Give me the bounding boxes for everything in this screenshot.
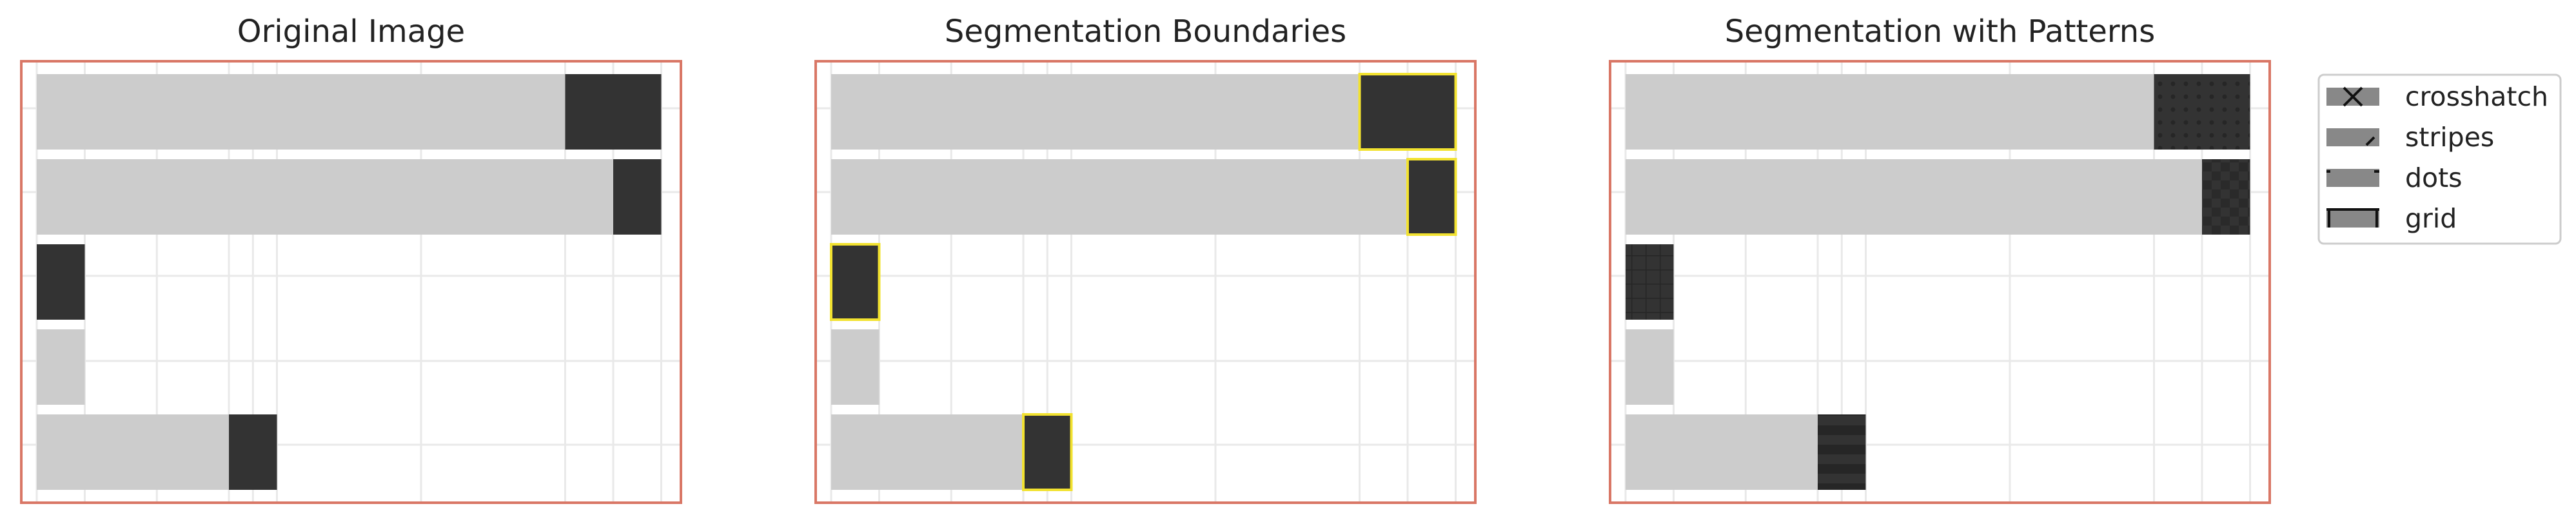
panel-title: Original Image [237,14,465,50]
panel-title: Segmentation with Patterns [1725,14,2155,50]
bar-light [831,74,1360,150]
legend-label: grid [2405,203,2457,234]
legend-label: dots [2405,162,2463,193]
panel-2: Segmentation Boundaries [814,14,1477,504]
bar-light [1626,329,1674,405]
bar-light [37,159,613,235]
bar-light [831,159,1408,235]
panel-3: Segmentation with Patterns [1609,14,2271,504]
bar-dark [229,414,277,490]
bar-dark [1406,158,1457,236]
bar-dark [1358,73,1457,151]
panel-frame [1609,60,2271,504]
bar-dark [1626,244,1674,320]
legend-swatch-dots [2326,169,2379,187]
panel-frame [20,60,682,504]
legend: crosshatch stripes dots grid [2317,73,2562,245]
bar-dark [565,74,662,150]
panel-title: Segmentation Boundaries [945,14,1346,50]
legend-label: crosshatch [2405,81,2548,112]
bar-dark [830,243,881,321]
legend-swatch-crosshatch [2326,86,2379,107]
panel-frame [814,60,1477,504]
bar-light [37,329,85,405]
bar-light [831,329,880,405]
bar-light [831,414,1023,490]
bar-light [37,74,565,150]
bar-light [37,414,229,490]
bar-dark [2202,159,2250,235]
legend-label: stripes [2405,122,2494,153]
panel-1: Original Image [20,14,682,504]
bar-light [1626,414,1818,490]
legend-swatch-grid [2326,208,2379,228]
bar-dark [1022,413,1073,491]
bar-light [1626,159,2202,235]
bar-dark [37,244,85,320]
bar-dark [1818,414,1866,490]
bar-dark [2154,74,2250,150]
bar-dark [613,159,662,235]
legend-box [2317,73,2562,245]
legend-swatch-stripes [2326,128,2379,146]
bar-light [1626,74,2154,150]
